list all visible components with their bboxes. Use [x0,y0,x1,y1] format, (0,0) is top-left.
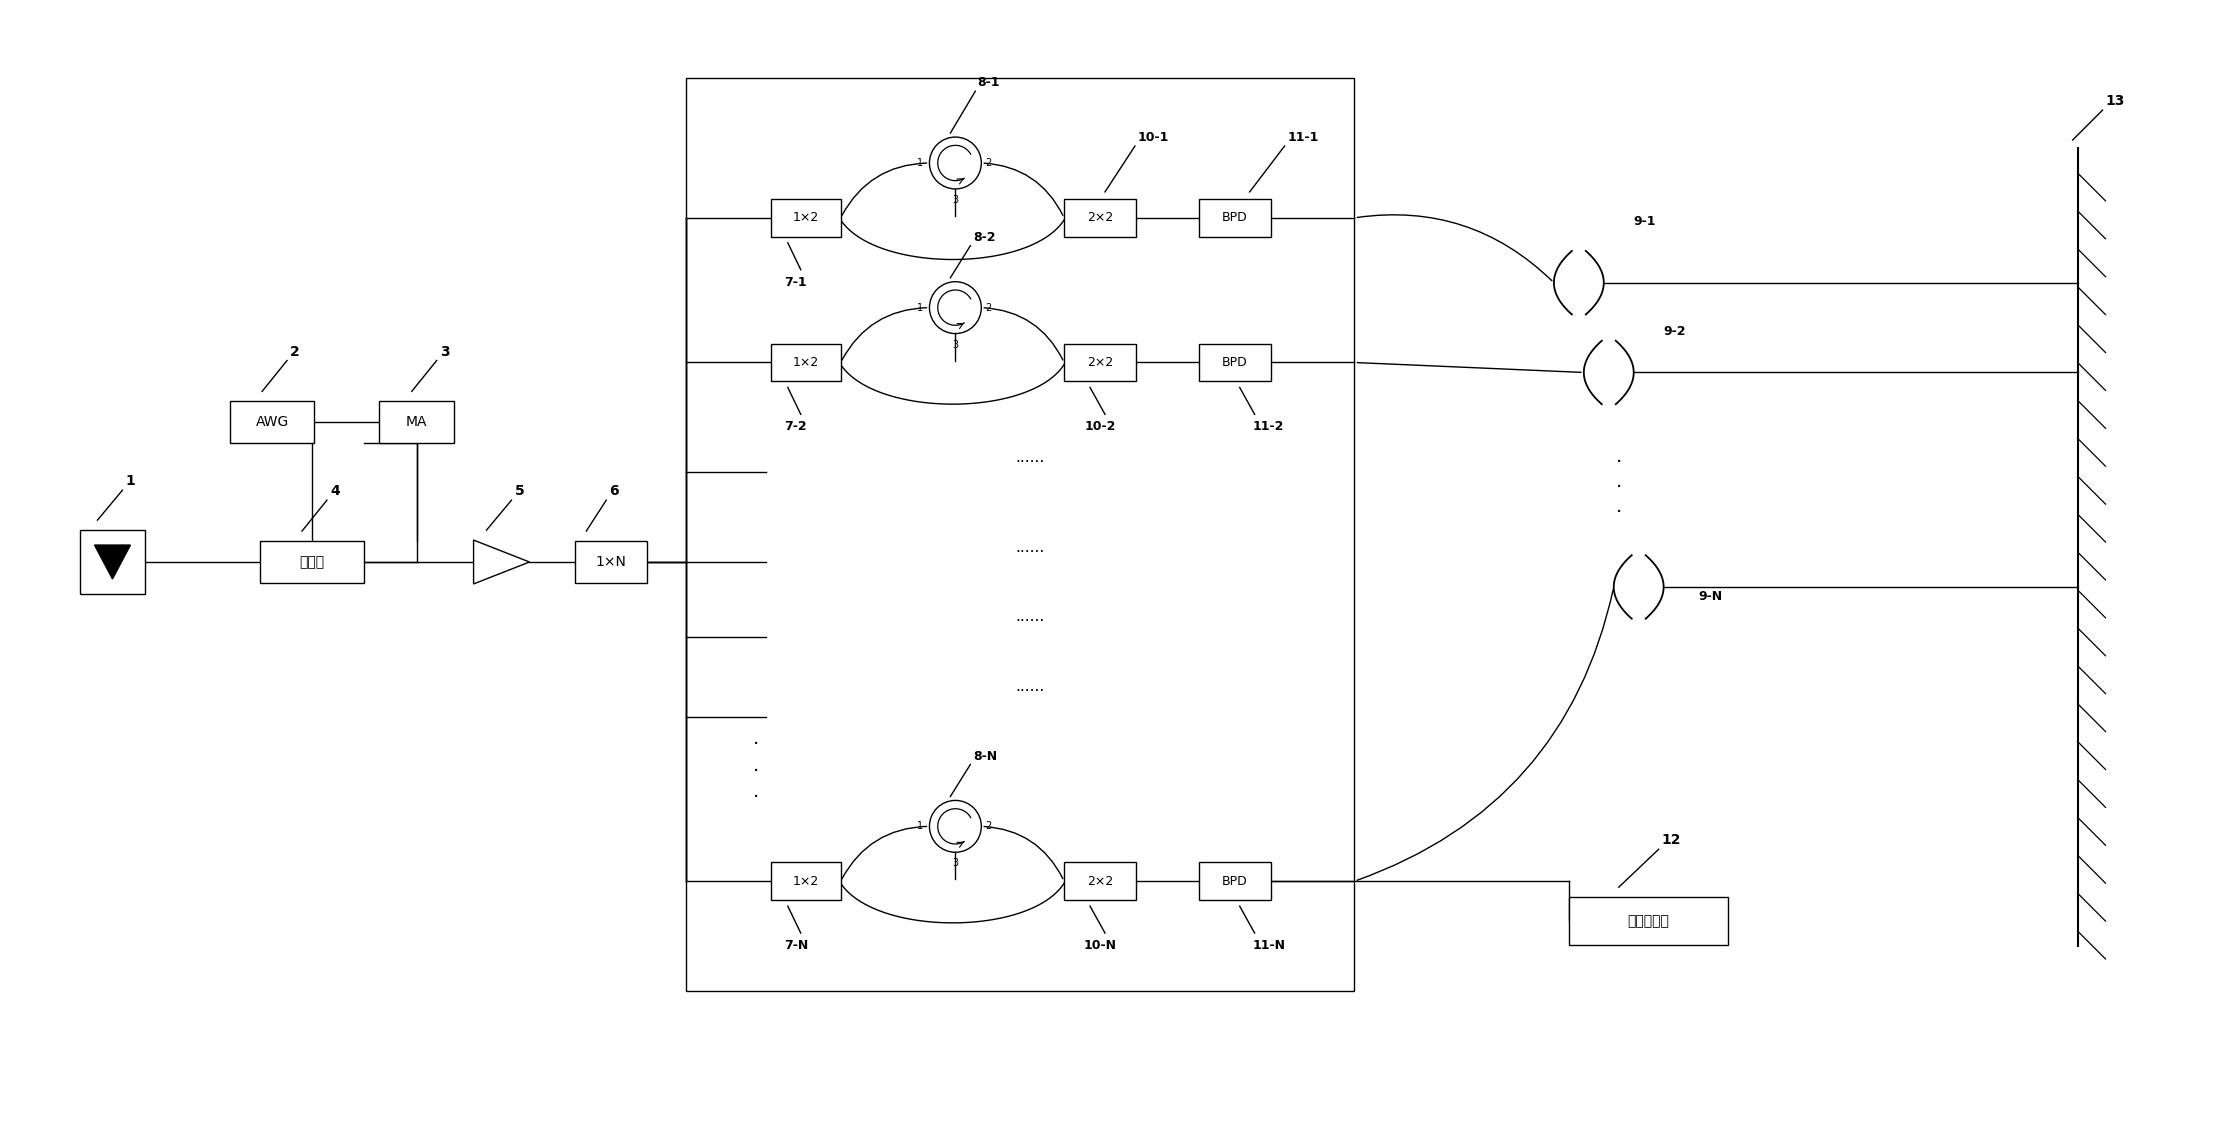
FancyBboxPatch shape [575,541,647,583]
Text: 8-N: 8-N [973,749,998,763]
Text: 1×2: 1×2 [793,212,820,224]
Text: 2: 2 [291,345,300,358]
Text: 1×2: 1×2 [793,875,820,888]
Text: 7-1: 7-1 [784,276,807,289]
Text: 4: 4 [329,485,340,498]
Text: BPD: BPD [1222,356,1247,369]
Text: ·
·
·: · · · [753,736,760,807]
FancyBboxPatch shape [771,344,840,381]
Text: 10-N: 10-N [1084,939,1115,952]
Text: 3: 3 [953,339,958,349]
FancyBboxPatch shape [771,198,840,237]
FancyBboxPatch shape [80,530,144,594]
Text: 1: 1 [918,303,924,312]
Text: 12: 12 [1662,833,1682,848]
Text: 调制器: 调制器 [300,554,324,569]
Text: ......: ...... [1015,680,1044,694]
FancyBboxPatch shape [1569,897,1729,946]
Text: 1: 1 [918,822,924,832]
Text: 3: 3 [953,195,958,205]
Text: 2×2: 2×2 [1087,212,1113,224]
Text: 2: 2 [984,158,991,168]
Text: 3: 3 [440,345,449,358]
Text: 3: 3 [953,859,958,868]
FancyBboxPatch shape [1064,344,1135,381]
Text: 1: 1 [124,474,136,488]
Text: 10-1: 10-1 [1138,131,1169,144]
Text: 2: 2 [984,303,991,312]
Text: 7-N: 7-N [784,939,809,952]
FancyBboxPatch shape [229,401,316,443]
FancyBboxPatch shape [771,862,840,900]
Text: ......: ...... [1015,540,1044,554]
Text: 8-1: 8-1 [978,77,1000,89]
Text: MA: MA [407,416,427,429]
FancyBboxPatch shape [1200,198,1271,237]
Text: 2×2: 2×2 [1087,875,1113,888]
Text: 10-2: 10-2 [1084,420,1115,434]
Text: ......: ...... [1015,450,1044,464]
Text: BPD: BPD [1222,212,1247,224]
Text: BPD: BPD [1222,875,1247,888]
FancyBboxPatch shape [1064,198,1135,237]
FancyBboxPatch shape [1064,862,1135,900]
FancyBboxPatch shape [687,78,1355,991]
Text: AWG: AWG [256,416,289,429]
Text: 8-2: 8-2 [973,231,995,243]
FancyBboxPatch shape [380,401,453,443]
Text: ......: ...... [1015,610,1044,624]
Polygon shape [473,540,529,584]
Text: 13: 13 [2106,95,2124,108]
Text: 2×2: 2×2 [1087,356,1113,369]
Text: 2: 2 [984,822,991,832]
Text: 7-2: 7-2 [784,420,807,434]
Text: 数据采集卡: 数据采集卡 [1629,914,1669,929]
Text: 1×N: 1×N [595,554,627,569]
Text: 9-2: 9-2 [1664,325,1686,338]
FancyBboxPatch shape [1200,862,1271,900]
Text: 9-1: 9-1 [1633,215,1655,228]
Text: 9-N: 9-N [1698,591,1722,603]
Text: 11-N: 11-N [1253,939,1287,952]
Text: 5: 5 [516,485,524,498]
Text: ·: · [1615,453,1622,472]
Text: 6: 6 [609,485,620,498]
Text: 11-1: 11-1 [1287,131,1320,144]
Text: 1×2: 1×2 [793,356,820,369]
Text: 11-2: 11-2 [1253,420,1284,434]
Text: ·: · [1615,478,1622,497]
FancyBboxPatch shape [1200,344,1271,381]
Polygon shape [96,545,131,579]
Text: 1: 1 [918,158,924,168]
Text: ·: · [1615,503,1622,522]
FancyBboxPatch shape [260,541,364,583]
